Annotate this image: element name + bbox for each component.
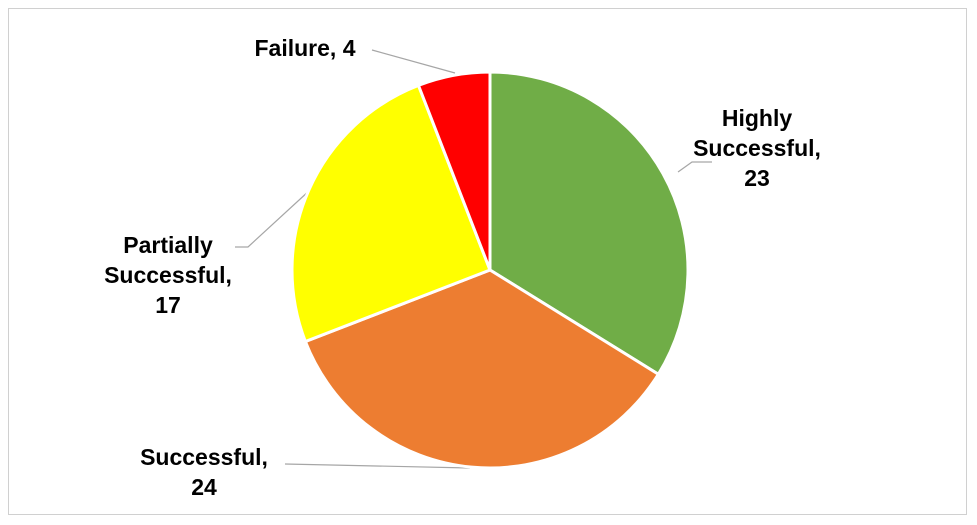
slice-label: Failure, 4 — [225, 33, 385, 63]
value-label: 23 — [744, 165, 770, 191]
leader-line — [284, 463, 471, 469]
category-label: Partially Successful, — [104, 232, 232, 288]
pie-slice — [488, 70, 690, 377]
category-label: Highly Successful, — [693, 105, 821, 161]
slice-label: Partially Successful, 17 — [88, 230, 248, 320]
leader-lines — [235, 49, 712, 469]
pie-slice — [290, 83, 492, 344]
value-label: 4 — [342, 35, 356, 61]
leader-line — [235, 189, 311, 248]
pie-slice — [416, 70, 492, 271]
slice-label: Highly Successful, 23 — [687, 103, 827, 193]
leader-line — [371, 49, 456, 74]
category-label: Failure, — [254, 35, 337, 61]
pie-slice — [303, 268, 661, 470]
chart-frame — [8, 8, 967, 515]
value-label: 17 — [155, 292, 181, 318]
value-label: 24 — [191, 474, 217, 500]
category-label: Successful, — [140, 444, 268, 470]
leader-line — [677, 161, 712, 173]
slice-label: Successful, 24 — [104, 442, 304, 502]
